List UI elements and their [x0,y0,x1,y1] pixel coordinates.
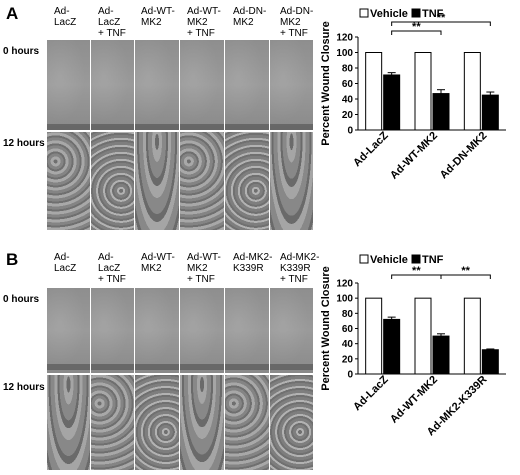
legend-label: Vehicle [370,8,408,20]
row-label: 12 hours [3,382,45,393]
micrograph-12h [225,132,270,230]
significance-label: ** [461,265,470,277]
x-tick-label: Ad-LacZ [351,373,391,413]
legend-swatch-vehicle [359,8,369,18]
y-axis-label: Percent Wound Closure [320,21,332,145]
y-tick-label: 60 [342,324,354,335]
y-tick-label: 20 [342,110,354,121]
bar-chart-a: 0 20 40 60 80 100 120 Percent Wound Closure Ad-L… [320,8,506,182]
legend-label: TNF [422,254,444,266]
micrograph-12h [47,375,91,470]
bar-tnf [432,93,450,131]
bar-vehicle [463,52,481,131]
y-tick-label: 40 [342,95,354,106]
micrograph-12h [47,132,91,230]
panel-letter-b: B [6,250,19,269]
micrograph-12h [91,132,135,230]
bar-tnf [383,74,401,131]
bar-chart-b: 0 20 40 60 80 100 120 Percent Wound Closure Ad-L… [320,254,506,438]
column-label: Ad- LacZ + TNF [98,6,126,39]
bar-tnf [481,94,499,131]
legend-swatch-tnf [411,254,421,264]
y-tick-label: 120 [336,279,353,290]
significance-label: ** [412,21,421,33]
column-label: Ad-MK2- K339R [233,252,273,274]
y-tick-label: 0 [347,370,353,381]
x-tick-label: Ad-LacZ [351,129,391,169]
micrograph-12h [135,375,180,470]
micrograph-0h [135,40,180,130]
y-tick-label: 40 [342,339,354,350]
micrograph-0h [91,40,135,130]
bar-vehicle [365,297,383,375]
panel-letter-a: A [6,4,19,23]
legend-label: Vehicle [370,254,408,266]
y-tick-label: 100 [336,294,353,305]
micrograph-0h [180,40,225,130]
row-label: 0 hours [3,294,40,305]
micrograph-0h [47,288,91,373]
micrograph-0h [270,288,314,373]
bar-tnf [383,318,401,375]
bar-tnf [481,349,499,375]
column-label: Ad- LacZ + TNF [98,252,126,285]
y-axis-label: Percent Wound Closure [320,266,332,390]
significance-bracket [391,21,491,26]
y-tick-label: 120 [336,33,353,44]
x-tick-label: Ad-WT-MK2 [388,130,440,182]
bar-vehicle [414,297,432,375]
x-tick-label: Ad-DN-MK2 [438,130,490,182]
significance-bracket [391,30,442,35]
column-label: Ad-MK2- K339R + TNF [280,252,320,285]
y-tick-label: 100 [336,48,353,59]
row-label: 0 hours [3,46,40,57]
micrograph-12h [91,375,135,470]
y-tick-label: 80 [342,64,354,75]
bar-vehicle [365,52,383,131]
column-label: Ad-WT- MK2 + TNF [187,252,221,285]
column-label: Ad-DN- MK2 [233,6,267,28]
significance-bracket [440,274,491,279]
column-label: Ad-DN- MK2 + TNF [280,6,314,39]
row-label: 12 hours [3,138,45,149]
micrograph-0h [135,288,180,373]
column-label: Ad- LacZ [54,252,77,274]
y-tick-label: 80 [342,309,354,320]
y-tick-label: 60 [342,79,354,90]
significance-label: ** [412,265,421,277]
micrograph-12h [270,375,314,470]
column-label: Ad-WT- MK2 + TNF [187,6,221,39]
micrograph-0h [225,288,270,373]
micrograph-12h [225,375,270,470]
micrograph-12h [180,132,225,230]
bar-vehicle [463,297,481,375]
significance-label: ** [437,12,446,24]
micrograph-0h [270,40,314,130]
bar-vehicle [414,52,432,131]
legend-label: TNF [422,8,444,20]
x-tick-label: Ad-WT-MK2 [388,374,440,426]
micrograph-0h [225,40,270,130]
micrograph-0h [180,288,225,373]
column-label: Ad-WT- MK2 [141,6,175,28]
column-label: Ad-WT- MK2 [141,252,175,274]
column-label: Ad- LacZ [54,6,77,28]
micrograph-0h [91,288,135,373]
legend-swatch-tnf [411,8,421,18]
micrograph-12h [270,132,314,230]
micrograph-12h [180,375,225,470]
micrograph-0h [47,40,91,130]
y-tick-label: 20 [342,354,354,365]
y-tick-label: 0 [347,126,353,137]
legend-swatch-vehicle [359,254,369,264]
bar-tnf [432,335,450,375]
micrograph-12h [135,132,180,230]
